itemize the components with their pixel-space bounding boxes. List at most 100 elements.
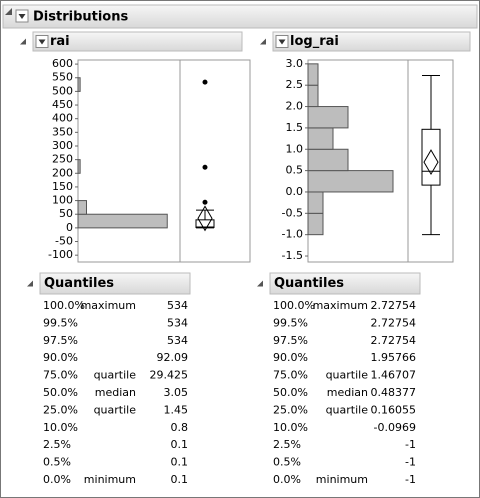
quantile-value: 2.72754 [371,316,417,329]
y-tick-label: 150 [52,180,73,193]
histogram-bar [77,159,81,174]
histogram-bar [307,106,349,129]
quantile-percent: 97.5% [273,334,308,347]
quantile-percent: 25.0% [273,403,308,416]
quantile-value: 92.09 [157,351,189,364]
histogram-bar [77,200,87,215]
y-tick-label: 2.5 [286,78,304,91]
quantile-value: -1 [405,473,416,486]
box [195,219,215,228]
quantile-percent: 2.5% [273,438,301,451]
outlier [202,199,208,205]
box [421,128,441,186]
quantile-percent: 100.0% [273,299,315,312]
histogram-bar [307,63,319,86]
quantile-percent: 50.0% [273,386,308,399]
y-tick-label: -100 [48,248,73,261]
quantile-label: maximum [81,299,136,312]
quantile-value: 0.1 [171,456,189,469]
menu-arrow [18,14,26,19]
quantile-percent: 97.5% [43,334,78,347]
quantile-value: 1.45 [164,403,189,416]
y-tick-label: 550 [52,71,73,84]
quantile-label: quartile [326,369,369,382]
y-tick-label: 0.0 [286,185,304,198]
disclosure-icon[interactable] [257,280,263,287]
y-tick-label: 50 [59,207,73,220]
section-title: Quantiles [44,276,114,291]
y-tick-label: -1.0 [282,228,303,241]
quantile-percent: 0.0% [43,473,71,486]
mean-diamond [197,205,213,232]
quantile-percent: 50.0% [43,386,78,399]
histogram-bar [77,77,81,92]
menu-arrow [38,39,46,45]
quantile-value: 534 [167,299,188,312]
quantile-value: 534 [167,334,188,347]
quantile-value: 2.72754 [371,334,417,347]
outlier [202,164,208,170]
quantile-value: 0.1 [171,473,189,486]
quantile-label: minimum [84,473,136,486]
y-tick-label: 100 [52,194,73,207]
histogram-bar [307,148,349,172]
quantile-label: median [327,386,368,399]
quantile-label: quartile [326,403,369,416]
quantile-percent: 75.0% [273,369,308,382]
quantile-value: 1.95766 [371,351,417,364]
header-title: Distributions [33,10,128,25]
section-header [269,272,421,295]
quantile-percent: 75.0% [43,369,78,382]
quantile-label: median [95,386,136,399]
histogram-bar [77,213,168,229]
y-tick-label: 350 [52,125,73,138]
plot-frame [77,59,251,263]
y-tick-label: 2.0 [286,100,304,113]
y-tick-label: 1.5 [286,121,304,134]
y-tick-label: 400 [52,112,73,125]
quantile-percent: 90.0% [43,351,78,364]
histogram-bar [307,84,319,108]
section-title: rai [50,34,70,49]
y-tick-label: 3.0 [286,57,304,70]
quantile-label: quartile [94,369,137,382]
section-header [39,272,191,295]
y-tick-label: -0.5 [282,206,303,219]
quantile-percent: 90.0% [273,351,308,364]
quantile-percent: 0.5% [43,456,71,469]
section-header [32,31,243,52]
quantile-value: 2.72754 [371,299,417,312]
quantile-percent: 10.0% [273,421,308,434]
y-tick-label: 200 [52,166,73,179]
disclosure-icon[interactable] [20,38,26,45]
outlier [202,79,208,85]
y-tick-label: -1.5 [282,249,303,262]
quantile-value: -1 [405,456,416,469]
y-tick-label: 500 [52,84,73,97]
disclosure-icon[interactable] [5,8,12,15]
y-tick-label: 300 [52,139,73,152]
quantile-value: 0.16055 [371,403,417,416]
y-tick-label: 0.5 [286,164,304,177]
quantile-value: 3.05 [164,386,189,399]
disclosure-icon[interactable] [27,280,33,287]
quantile-percent: 10.0% [43,421,78,434]
quantile-label: maximum [313,299,368,312]
quantile-value: -0.0969 [374,421,416,434]
histogram-bar [307,170,394,193]
header-bar [2,4,478,29]
quantile-value: 1.46707 [371,369,417,382]
disclosure-icon[interactable] [260,38,266,45]
section-title: log_rai [290,34,339,49]
quantile-value: 29.425 [150,369,189,382]
y-tick-label: 0 [66,221,73,234]
histogram-bar [307,127,334,150]
quantile-value: 534 [167,316,188,329]
quantile-percent: 25.0% [43,403,78,416]
quantile-value: 0.1 [171,438,189,451]
quantile-value: 0.8 [171,421,189,434]
section-header [272,31,471,52]
quantile-value: -1 [405,438,416,451]
quantile-percent: 99.5% [273,316,308,329]
